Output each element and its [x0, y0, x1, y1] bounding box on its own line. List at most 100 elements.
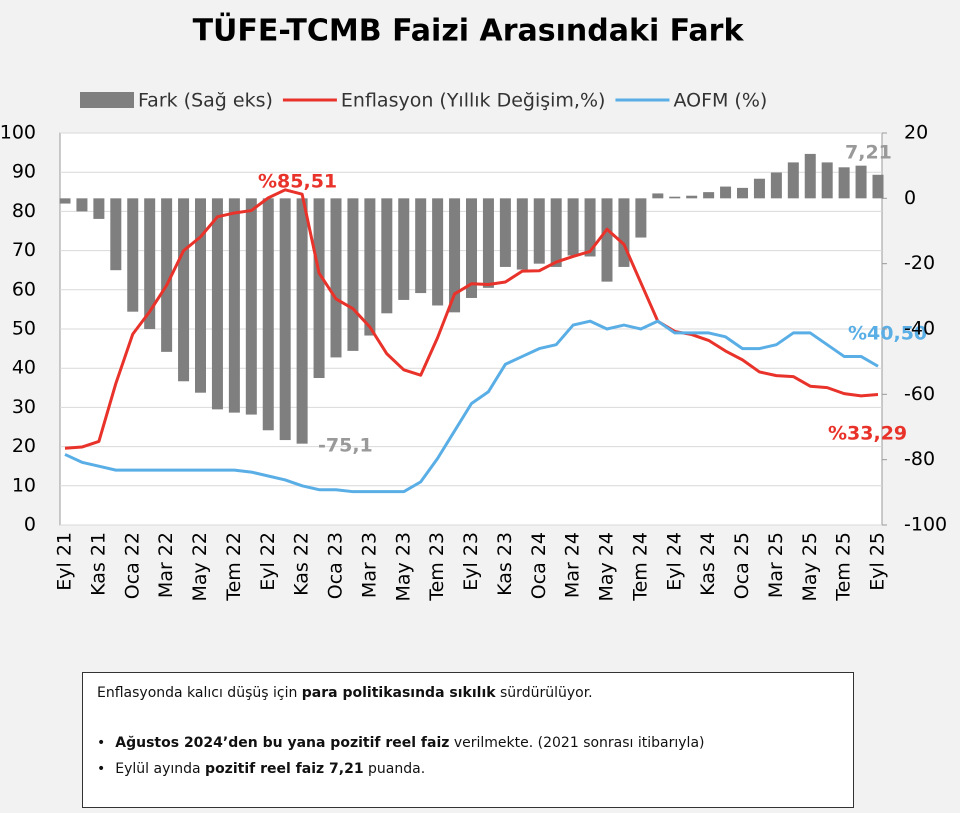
line	[64, 188, 879, 450]
bar	[347, 198, 359, 351]
y-tick-label: 40	[12, 357, 36, 379]
line	[64, 319, 879, 494]
note-text: verilmekte. (2021 sonrası itibarıyla)	[449, 735, 705, 751]
x-tick-label: May 23	[392, 532, 414, 602]
y-tick-label: 50	[12, 318, 36, 340]
bar	[195, 198, 206, 393]
bar	[804, 153, 816, 199]
annotation: 7,21	[845, 142, 892, 164]
x-tick-label: Tem 23	[426, 532, 448, 602]
note-text: para politikasında sıkılık	[301, 685, 496, 701]
bar	[618, 198, 630, 267]
note-text: sürdürülüyor.	[495, 685, 593, 701]
bar	[601, 198, 613, 282]
annotation: %33,29	[828, 423, 907, 445]
x-tick-label: Kas 21	[87, 532, 109, 596]
bar	[245, 198, 257, 415]
bar	[330, 198, 342, 358]
bar	[703, 192, 715, 199]
bar	[398, 198, 410, 300]
bar	[872, 174, 884, 199]
x-tick-label: Mar 24	[562, 532, 584, 598]
y-tick-label: 10	[12, 474, 36, 496]
x-tick-label: Eyl 21	[54, 532, 76, 591]
bar	[449, 198, 461, 313]
x-tick-label: Oca 24	[528, 532, 550, 599]
x-tick-label: Oca 23	[325, 532, 347, 599]
x-tick-label: May 25	[799, 532, 821, 602]
bar	[720, 186, 732, 199]
y2-tick-label: 0	[904, 187, 916, 209]
bar	[144, 198, 156, 329]
annotation: -75,1	[318, 435, 373, 457]
bar	[93, 198, 105, 219]
x-tick-label: Kas 24	[697, 532, 719, 596]
bar	[770, 172, 782, 199]
bar	[262, 198, 274, 431]
bar	[567, 198, 579, 256]
note-text: Eylül ayında	[115, 761, 206, 777]
chart-title: TÜFE-TCMB Faizi Arasındaki Fark	[193, 12, 745, 49]
bar	[838, 167, 850, 199]
y2-tick-label: 20	[904, 122, 928, 144]
note-line: • Eylül ayında pozitif reel faiz 7,21 pua…	[97, 761, 426, 777]
y-tick-label: 60	[12, 278, 36, 300]
bar	[415, 198, 427, 294]
y-tick-label: 100	[0, 122, 36, 144]
y-tick-label: 30	[12, 396, 36, 418]
bar	[753, 178, 765, 199]
bar	[59, 198, 71, 204]
x-tick-label: Eyl 24	[663, 532, 685, 591]
bar	[737, 187, 748, 199]
bar	[466, 198, 477, 298]
note-text: puanda.	[363, 761, 426, 777]
note-box: Enflasyonda kalıcı düşüş için para polit…	[82, 672, 854, 808]
bar	[279, 198, 291, 441]
y2-tick-label: -100	[904, 514, 947, 536]
bar	[482, 198, 494, 288]
x-tick-label: Mar 22	[155, 532, 177, 598]
bar	[313, 198, 325, 378]
x-tick-label: Tem 22	[223, 532, 245, 602]
bar	[669, 196, 681, 199]
bar	[161, 198, 173, 352]
bar	[855, 165, 867, 199]
bar	[550, 198, 562, 267]
note-text: pozitif reel faiz 7,21	[205, 761, 364, 777]
legend-label: Fark (Sağ eks)	[138, 90, 273, 112]
bar	[432, 198, 444, 306]
y2-tick-label: -20	[904, 252, 935, 274]
x-tick-label: Eyl 25	[867, 532, 889, 591]
bar	[516, 198, 528, 270]
x-tick-label: Oca 22	[121, 532, 143, 599]
bar	[76, 198, 88, 212]
x-tick-label: Tem 25	[833, 532, 855, 602]
bar	[686, 195, 698, 199]
x-tick-label: Mar 25	[765, 532, 787, 598]
x-tick-label: May 24	[596, 532, 618, 602]
note-text: Enflasyonda kalıcı düşüş için	[97, 685, 302, 701]
legend-swatch	[80, 92, 134, 108]
x-tick-label: Eyl 22	[257, 532, 279, 591]
y-tick-label: 20	[12, 435, 36, 457]
note-line: • Ağustos 2024’den bu yana pozitif reel f…	[97, 735, 705, 751]
bar	[110, 198, 122, 271]
chart: TÜFE-TCMB Faizi Arasındaki Fark %85,51 -…	[0, 12, 947, 602]
bar	[228, 198, 240, 413]
y2-tick-label: -60	[904, 383, 935, 405]
bar	[296, 198, 308, 444]
bar	[381, 198, 393, 314]
y2-tick-label: -40	[904, 318, 935, 340]
bar	[533, 198, 545, 264]
y-tick-label: 80	[12, 200, 36, 222]
legend-label: Enflasyon (Yıllık Değişim,%)	[341, 90, 606, 112]
y2-tick-label: -80	[904, 448, 935, 470]
y-tick-label: 0	[24, 514, 36, 536]
note-line: Enflasyonda kalıcı düşüş için para polit…	[97, 685, 593, 701]
annotation: %40,50	[848, 323, 927, 345]
bar	[821, 162, 833, 199]
x-tick-label: Eyl 23	[460, 532, 482, 591]
x-tick-label: Kas 22	[291, 532, 313, 596]
bar	[652, 193, 664, 199]
